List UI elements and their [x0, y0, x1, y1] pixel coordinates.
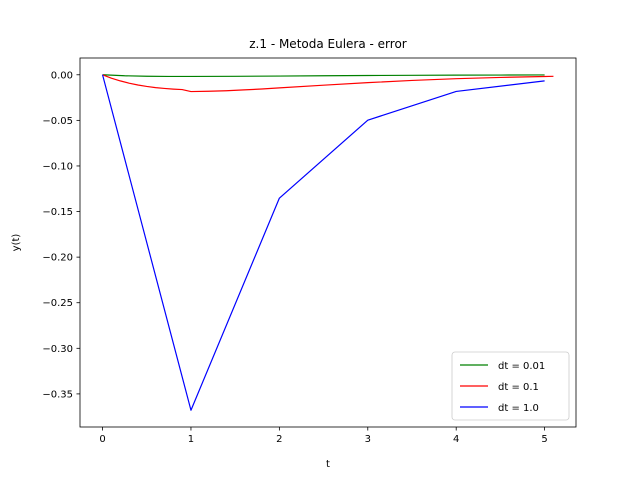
- x-tick-label: 2: [276, 434, 282, 445]
- chart-title: z.1 - Metoda Eulera - error: [249, 37, 407, 51]
- y-tick-label: −0.30: [42, 344, 73, 355]
- y-tick-label: 0.00: [51, 70, 73, 81]
- legend-label-dt-1-0: dt = 1.0: [498, 403, 539, 414]
- y-tick-label: −0.20: [42, 253, 73, 264]
- legend-box: [451, 351, 570, 421]
- y-tick-label: −0.25: [42, 298, 73, 309]
- legend: dt = 0.01 dt = 0.1 dt = 1.0: [451, 351, 570, 421]
- y-tick-label: −0.35: [42, 389, 73, 400]
- x-tick-label: 1: [188, 434, 194, 445]
- plot-frame: [79, 57, 577, 428]
- legend-label-dt-0-01: dt = 0.01: [498, 361, 545, 372]
- legend-label-dt-0-1: dt = 0.1: [498, 382, 539, 393]
- series-line-1: [102, 74, 554, 93]
- series-line-2: [101, 74, 545, 411]
- x-tick-label: 0: [99, 434, 105, 445]
- series-line-0: [102, 74, 545, 78]
- x-tick-label: 4: [453, 434, 459, 445]
- y-tick-label: −0.05: [42, 116, 73, 127]
- y-tick-label: −0.15: [42, 207, 73, 218]
- x-tick-label: 5: [541, 434, 547, 445]
- y-axis-label: y(t): [11, 234, 22, 252]
- x-tick-label: 3: [365, 434, 371, 445]
- x-axis-label: t: [326, 459, 330, 470]
- y-tick-label: −0.10: [42, 161, 73, 172]
